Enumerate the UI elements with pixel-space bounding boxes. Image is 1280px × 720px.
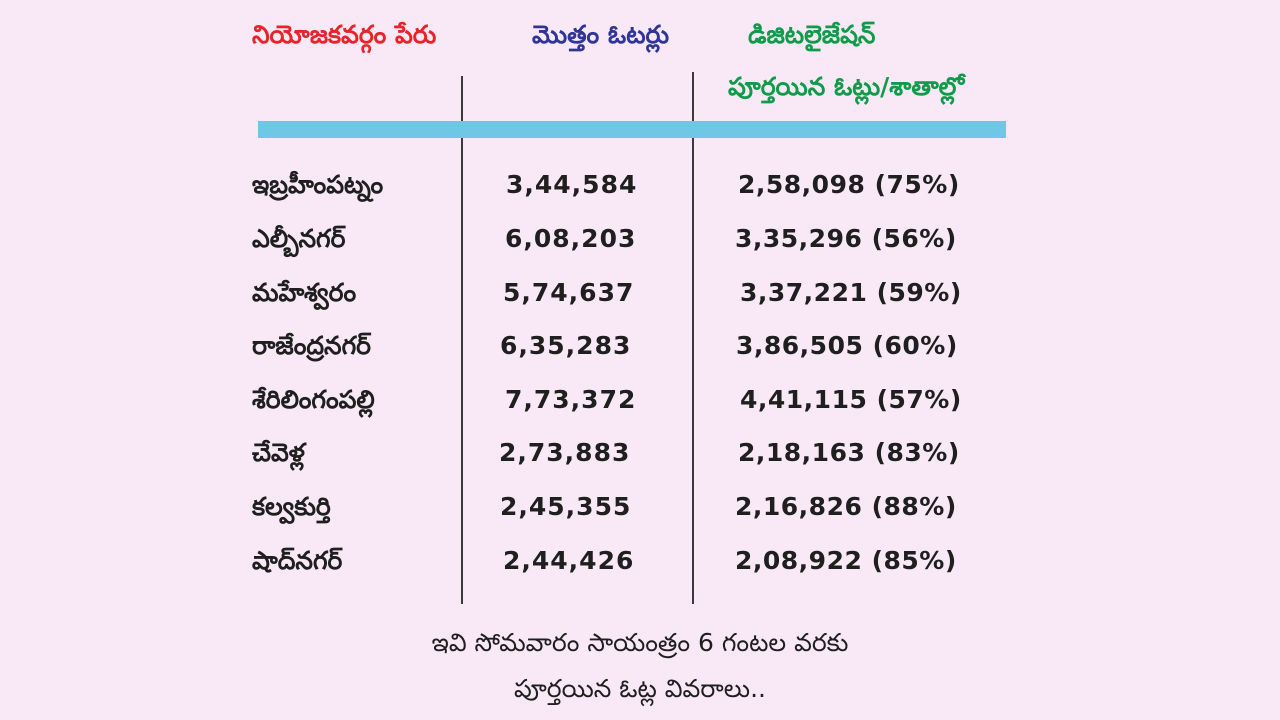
table-row: ఎల్బీనగర్ 6,08,203 3,35,296 (56%) [0, 226, 1280, 266]
footer-note-line2: పూర్తయిన ఓట్ల వివరాలు.. [514, 674, 766, 703]
total-votes: 3,44,584 [506, 170, 638, 199]
constituency-name: శేరిలింగంపల్లి [252, 385, 375, 414]
table-row: ఇబ్రహీంపట్నం 3,44,584 2,58,098 (75%) [0, 172, 1280, 212]
constituency-name: కల్వకుర్తి [252, 492, 331, 521]
total-votes: 2,44,426 [503, 546, 635, 575]
constituency-name: ఇబ్రహీంపట్నం [252, 170, 384, 199]
total-votes: 2,45,355 [500, 492, 632, 521]
table-row: కల్వకుర్తి 2,45,355 2,16,826 (88%) [0, 494, 1280, 534]
total-votes: 2,73,883 [499, 438, 631, 467]
digitized-votes: 4,41,115 (57%) [740, 385, 962, 414]
table-row: రాజేంద్రనగర్ 6,35,283 3,86,505 (60%) [0, 333, 1280, 373]
header-bar [258, 121, 1006, 138]
table-row: చేవెళ్ల 2,73,883 2,18,163 (83%) [0, 440, 1280, 480]
constituency-name: ఎల్బీనగర్ [252, 224, 346, 253]
total-votes: 6,08,203 [505, 224, 637, 253]
total-votes: 6,35,283 [500, 331, 632, 360]
constituency-name: చేవెళ్ల [252, 438, 305, 467]
table-row: షాద్‌నగర్ 2,44,426 2,08,922 (85%) [0, 548, 1280, 588]
table-row: మహేశ్వరం 5,74,637 3,37,221 (59%) [0, 280, 1280, 320]
total-votes: 7,73,372 [505, 385, 637, 414]
constituency-name: షాద్‌నగర్ [252, 546, 343, 575]
digitized-votes: 2,08,922 (85%) [735, 546, 957, 575]
digitized-votes: 2,18,163 (83%) [738, 438, 960, 467]
digitized-votes: 3,86,505 (60%) [736, 331, 958, 360]
digitized-votes: 3,35,296 (56%) [735, 224, 957, 253]
header-constituency-name: నియోజకవర్గం పేరు [252, 20, 437, 49]
digitized-votes: 2,58,098 (75%) [738, 170, 960, 199]
header-digitization-title: డిజిటలైజేషన్ [748, 20, 876, 49]
digitized-votes: 3,37,221 (59%) [740, 278, 962, 307]
header-total-votes: మొత్తం ఓటర్లు [532, 20, 669, 49]
digitized-votes: 2,16,826 (88%) [735, 492, 957, 521]
constituency-name: మహేశ్వరం [252, 278, 357, 307]
column-divider-left [461, 76, 463, 604]
header-digitization-subtitle: పూర్తయిన ఓట్లు/శాతాల్లో [728, 72, 965, 101]
constituency-name: రాజేంద్రనగర్ [252, 331, 371, 360]
total-votes: 5,74,637 [503, 278, 635, 307]
footer-note-line1: ఇవి సోమవారం సాయంత్రం 6 గంటల వరకు [431, 628, 849, 657]
table-row: శేరిలింగంపల్లి 7,73,372 4,41,115 (57%) [0, 387, 1280, 427]
column-divider-right [692, 72, 694, 604]
